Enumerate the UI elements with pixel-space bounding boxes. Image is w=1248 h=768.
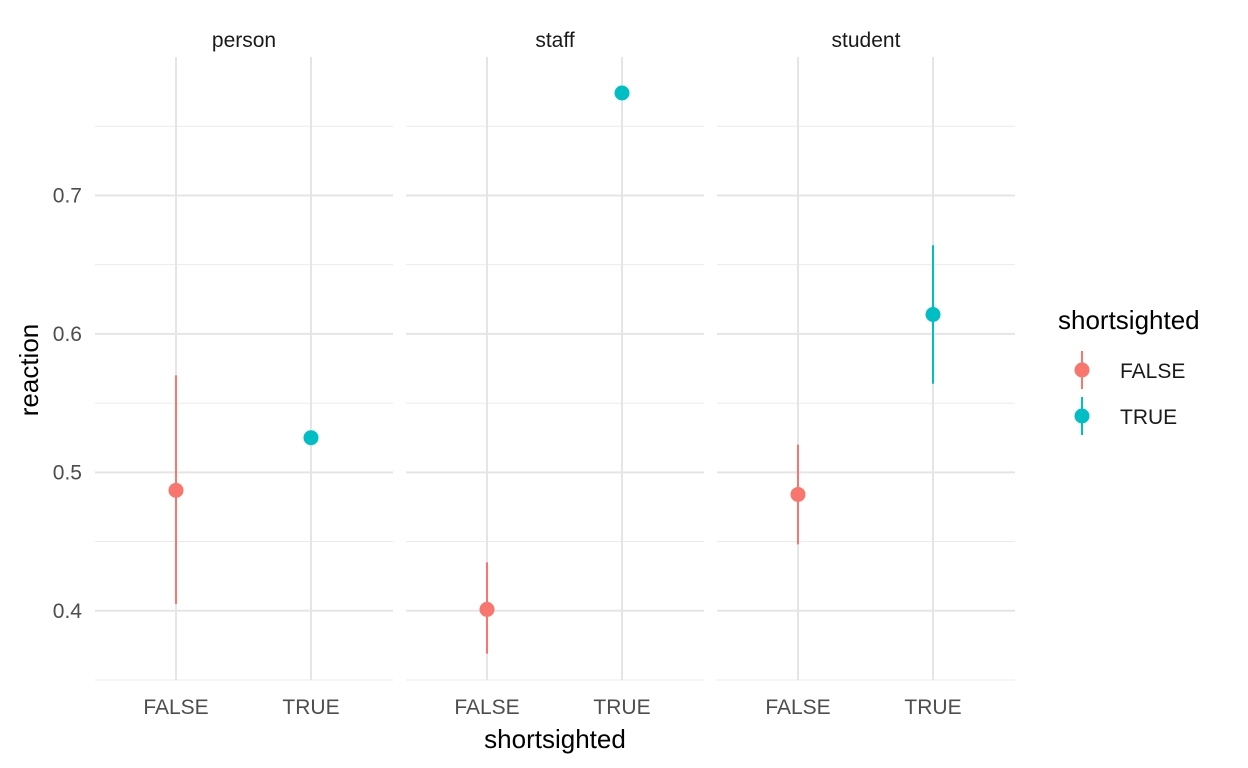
- facet-label: staff: [535, 29, 574, 52]
- data-point: [303, 430, 319, 446]
- data-point: [790, 486, 806, 502]
- legend-key-point: [1074, 362, 1090, 378]
- facet-panels: person FALSE TRUE staff FALSE TRUE student FALS…: [95, 29, 1015, 719]
- y-tick-label: 0.6: [53, 323, 82, 346]
- y-axis: 0.4 0.5 0.6 0.7: [53, 184, 83, 622]
- legend-entry-false: FALSE: [1074, 351, 1185, 389]
- point-range-true-person: [303, 430, 319, 446]
- y-tick-label: 0.5: [53, 461, 82, 484]
- point-range-false-staff: [479, 562, 495, 654]
- legend-entry-true: TRUE: [1074, 397, 1177, 435]
- legend-label: TRUE: [1120, 406, 1177, 429]
- x-tick-label: FALSE: [143, 696, 208, 719]
- legend-key-point: [1074, 408, 1090, 424]
- x-tick-label: FALSE: [765, 696, 830, 719]
- data-point: [925, 307, 941, 323]
- x-tick-label: TRUE: [593, 696, 650, 719]
- facet-label: student: [832, 29, 901, 52]
- y-axis-title: reaction: [14, 324, 44, 417]
- facet-panel-person: person FALSE TRUE: [95, 29, 393, 719]
- x-tick-label: FALSE: [454, 696, 519, 719]
- x-tick-label: TRUE: [904, 696, 961, 719]
- legend-title: shortsighted: [1058, 305, 1200, 335]
- y-tick-label: 0.7: [53, 184, 82, 207]
- x-tick-label: TRUE: [282, 696, 339, 719]
- point-range-true-student: [925, 245, 941, 384]
- x-axis-title: shortsighted: [484, 724, 626, 754]
- data-point: [479, 601, 495, 617]
- facet-panel-student: student FALSE TRUE: [717, 29, 1015, 719]
- facet-panel-staff: staff FALSE TRUE: [406, 29, 704, 719]
- data-point: [168, 482, 184, 498]
- y-tick-label: 0.4: [53, 600, 83, 623]
- facet-label: person: [212, 29, 276, 52]
- point-range-true-staff: [614, 85, 630, 101]
- point-range-false-student: [790, 444, 806, 545]
- legend-label: FALSE: [1120, 360, 1185, 383]
- data-point: [614, 85, 630, 101]
- legend: shortsighted FALSE TRUE: [1058, 305, 1200, 435]
- point-range-false-person: [168, 375, 184, 604]
